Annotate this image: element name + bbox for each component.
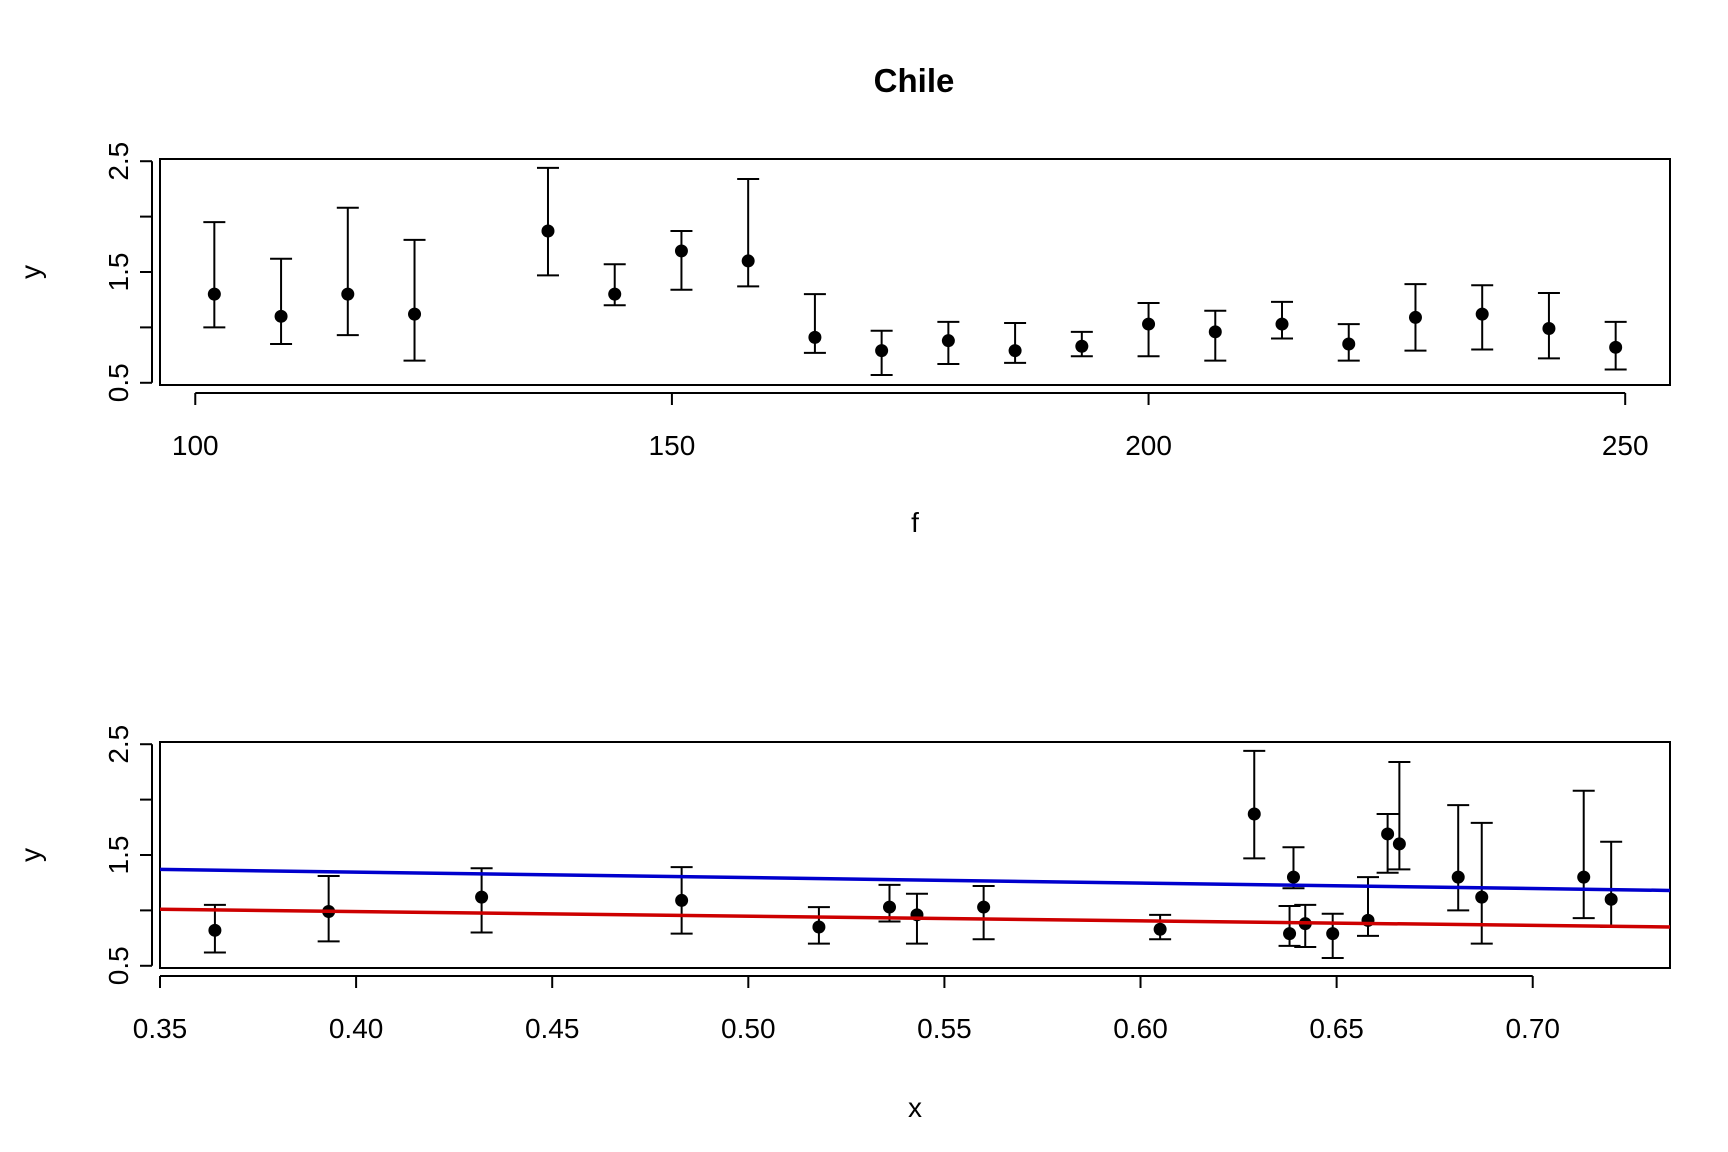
data-point [1408, 310, 1422, 324]
x-tick-label: 0.65 [1309, 1013, 1364, 1044]
bottom-panel: x y 0.35 0.40 0.45 0.50 0.55 0.60 0.65 0.70 0.5 1… [15, 725, 1671, 1123]
plot-frame [159, 741, 1671, 969]
x-tick-label: 0.55 [917, 1013, 972, 1044]
x-axis-label: f [911, 507, 919, 538]
x-axis-label: x [908, 1092, 922, 1123]
data-point [1604, 892, 1618, 906]
y-tick-label: 0.5 [103, 946, 134, 985]
data-marks: 0.35 0.40 0.45 0.50 0.55 0.60 0.65 0.70 0.5 1.5 2.… [103, 725, 1671, 1044]
data-point [1247, 807, 1261, 821]
y-axis-label: y [15, 265, 46, 279]
plot-frame [159, 158, 1671, 386]
data-point [475, 890, 489, 904]
data-point [1153, 922, 1167, 936]
data-point [1392, 837, 1406, 851]
y-tick-label: 2.5 [103, 725, 134, 764]
data-point [1451, 870, 1465, 884]
data-point [207, 287, 221, 301]
x-tick-label: 0.40 [329, 1013, 384, 1044]
y-tick-label: 0.5 [103, 363, 134, 402]
x-tick-label: 0.60 [1113, 1013, 1168, 1044]
data-point [941, 334, 955, 348]
x-tick-label: 100 [172, 430, 219, 461]
data-point [1326, 927, 1340, 941]
data-point [1142, 317, 1156, 331]
data-point [1577, 870, 1591, 884]
x-tick-label: 250 [1602, 430, 1649, 461]
data-point [675, 893, 689, 907]
data-point [541, 224, 555, 238]
data-point [977, 900, 991, 914]
x-tick-label: 0.45 [525, 1013, 580, 1044]
data-point [808, 330, 822, 344]
chart-title: Chile [874, 62, 955, 99]
data-point [883, 900, 897, 914]
data-point [274, 309, 288, 323]
y-tick-label: 1.5 [103, 836, 134, 875]
data-point [1475, 890, 1489, 904]
data-point [1075, 339, 1089, 353]
data-point [875, 344, 889, 358]
y-axis-label: y [15, 848, 46, 862]
y-tick-label: 2.5 [103, 142, 134, 181]
data-point [741, 254, 755, 268]
data-point [608, 287, 622, 301]
y-tick-label: 1.5 [103, 253, 134, 292]
data-point [408, 307, 422, 321]
data-point [341, 287, 355, 301]
data-point [1381, 827, 1395, 841]
x-tick-label: 150 [649, 430, 696, 461]
top-panel: f y 100 150 200 250 0.5 1.5 2.5 [15, 142, 1671, 538]
data-point [1342, 337, 1356, 351]
data-point [1275, 317, 1289, 331]
x-tick-label: 0.50 [721, 1013, 776, 1044]
data-point [1286, 870, 1300, 884]
x-tick-label: 0.70 [1505, 1013, 1560, 1044]
fit-line [159, 907, 1671, 929]
data-point [208, 923, 222, 937]
fit-line [159, 867, 1671, 893]
x-tick-label: 0.35 [133, 1013, 188, 1044]
data-point [1475, 307, 1489, 321]
data-point [674, 244, 688, 258]
data-point [1609, 340, 1623, 354]
data-marks: 100 150 200 250 0.5 1.5 2.5 [103, 142, 1649, 461]
data-point [1208, 325, 1222, 339]
data-point [812, 920, 826, 934]
data-point [1283, 927, 1297, 941]
data-point [1542, 322, 1556, 335]
data-point [1008, 344, 1022, 358]
x-tick-label: 200 [1125, 430, 1172, 461]
